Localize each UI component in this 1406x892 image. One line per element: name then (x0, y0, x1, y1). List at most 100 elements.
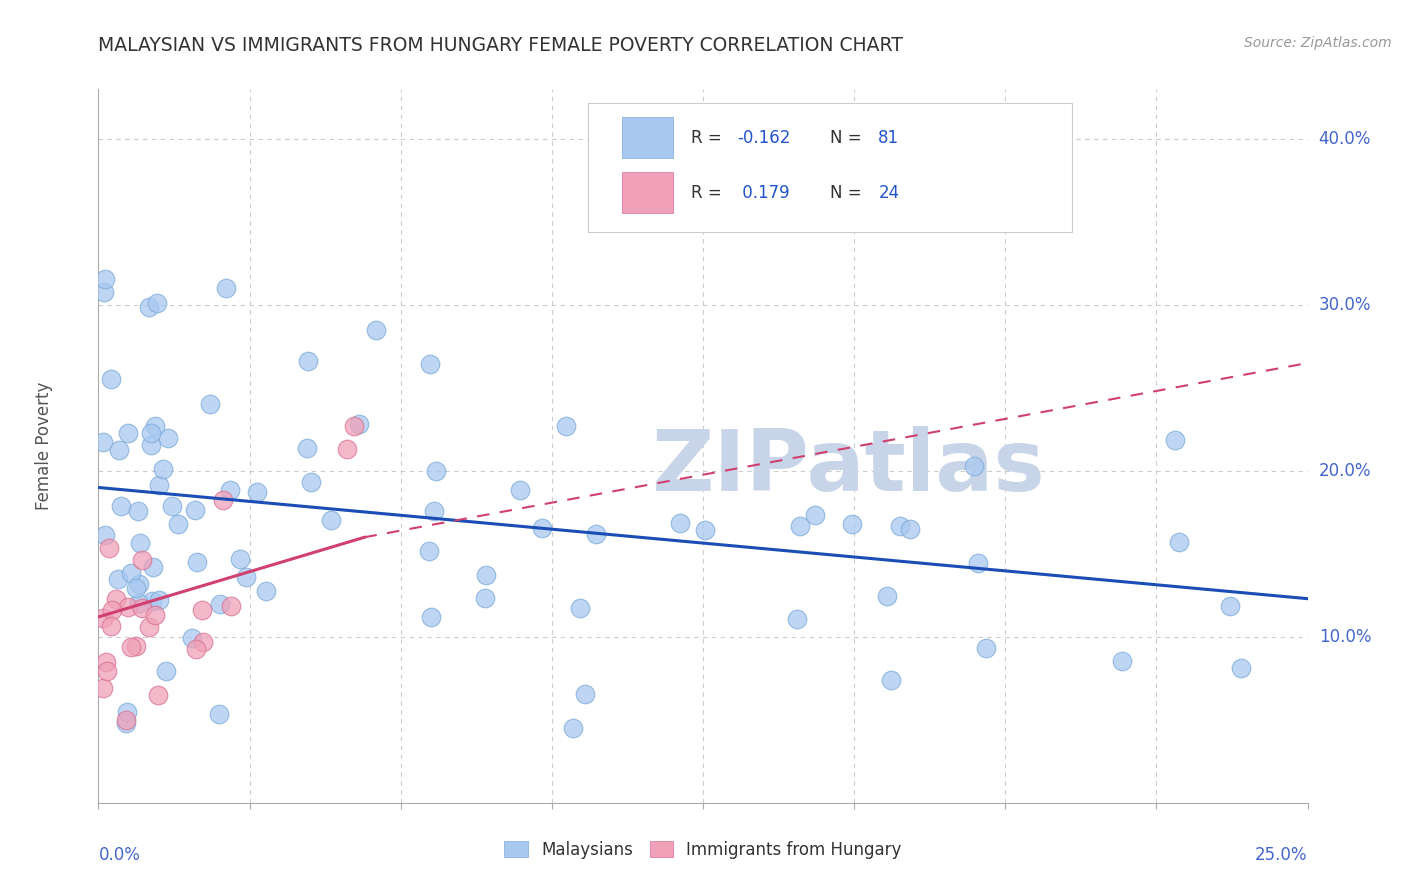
Point (841, 516, 863, 531)
Text: 24: 24 (879, 184, 900, 202)
Text: Female Poverty: Female Poverty (35, 382, 53, 510)
Point (139, 426, 162, 441)
Point (127, 504, 149, 518)
Point (139, 438, 162, 452)
Point (146, 296, 169, 310)
Point (91, 610, 114, 624)
Point (668, 516, 690, 530)
Point (117, 599, 139, 614)
Point (297, 441, 319, 455)
Point (96, 664, 118, 678)
Point (97, 541, 120, 555)
Point (212, 492, 235, 507)
Point (209, 597, 232, 611)
Point (131, 600, 153, 615)
Point (530, 521, 553, 535)
Point (336, 442, 359, 456)
Point (191, 603, 214, 617)
Point (219, 483, 242, 498)
Point (1229, 661, 1251, 675)
Point (419, 357, 441, 371)
Point (200, 397, 222, 411)
Text: N =: N = (830, 184, 868, 202)
Point (876, 589, 898, 603)
Text: ZIPatlas: ZIPatlas (651, 425, 1045, 509)
Point (898, 523, 921, 537)
Point (152, 462, 174, 476)
Point (1164, 433, 1187, 447)
Point (100, 619, 122, 633)
Point (366, 323, 388, 337)
Point (143, 607, 166, 622)
Text: R =: R = (690, 128, 727, 146)
Point (162, 500, 184, 514)
Point (419, 609, 441, 624)
Text: 25.0%: 25.0% (1256, 846, 1308, 863)
Point (474, 568, 496, 582)
Point (110, 499, 132, 513)
Point (574, 687, 596, 701)
Point (343, 419, 366, 434)
Point (143, 418, 166, 433)
Point (1167, 535, 1189, 549)
FancyBboxPatch shape (588, 103, 1071, 232)
Point (104, 592, 127, 607)
Point (254, 584, 277, 599)
Point (167, 516, 190, 531)
Point (509, 483, 531, 498)
Point (121, 640, 143, 655)
Point (186, 641, 208, 656)
Point (321, 513, 343, 527)
Text: 0.0%: 0.0% (98, 846, 141, 863)
Text: 10.0%: 10.0% (1319, 628, 1371, 646)
Point (561, 721, 583, 735)
Point (1111, 654, 1133, 668)
Point (156, 431, 179, 445)
Point (124, 639, 146, 653)
Point (148, 688, 170, 702)
Point (229, 552, 252, 566)
Point (967, 556, 990, 570)
Point (299, 475, 322, 490)
Point (100, 372, 122, 386)
Point (93, 285, 115, 299)
Point (474, 591, 496, 605)
Point (208, 707, 231, 722)
Point (418, 544, 440, 558)
Point (117, 425, 139, 440)
Point (786, 612, 808, 626)
Point (131, 553, 153, 567)
FancyBboxPatch shape (621, 172, 672, 213)
Point (142, 560, 165, 574)
Point (94, 528, 117, 542)
Point (115, 705, 138, 719)
Point (974, 641, 997, 656)
Point (585, 527, 607, 541)
Point (215, 281, 238, 295)
Text: -0.162: -0.162 (737, 128, 790, 146)
Point (155, 665, 177, 679)
Point (962, 459, 984, 474)
Point (423, 504, 446, 518)
Point (693, 524, 716, 538)
Point (128, 596, 150, 610)
Text: N =: N = (830, 128, 868, 146)
Point (186, 556, 208, 570)
Point (107, 572, 129, 586)
Text: 81: 81 (879, 128, 900, 146)
Point (180, 631, 202, 645)
Point (91, 435, 114, 450)
Point (297, 353, 319, 368)
Point (191, 635, 214, 649)
Point (148, 478, 170, 492)
Point (183, 503, 205, 517)
Text: 30.0%: 30.0% (1319, 296, 1371, 314)
Point (219, 599, 242, 613)
Text: 20.0%: 20.0% (1319, 462, 1371, 480)
Point (114, 713, 136, 727)
Text: MALAYSIAN VS IMMIGRANTS FROM HUNGARY FEMALE POVERTY CORRELATION CHART: MALAYSIAN VS IMMIGRANTS FROM HUNGARY FEM… (98, 36, 903, 54)
Point (425, 464, 447, 478)
Point (91, 681, 114, 695)
Point (568, 600, 591, 615)
Point (128, 577, 150, 591)
